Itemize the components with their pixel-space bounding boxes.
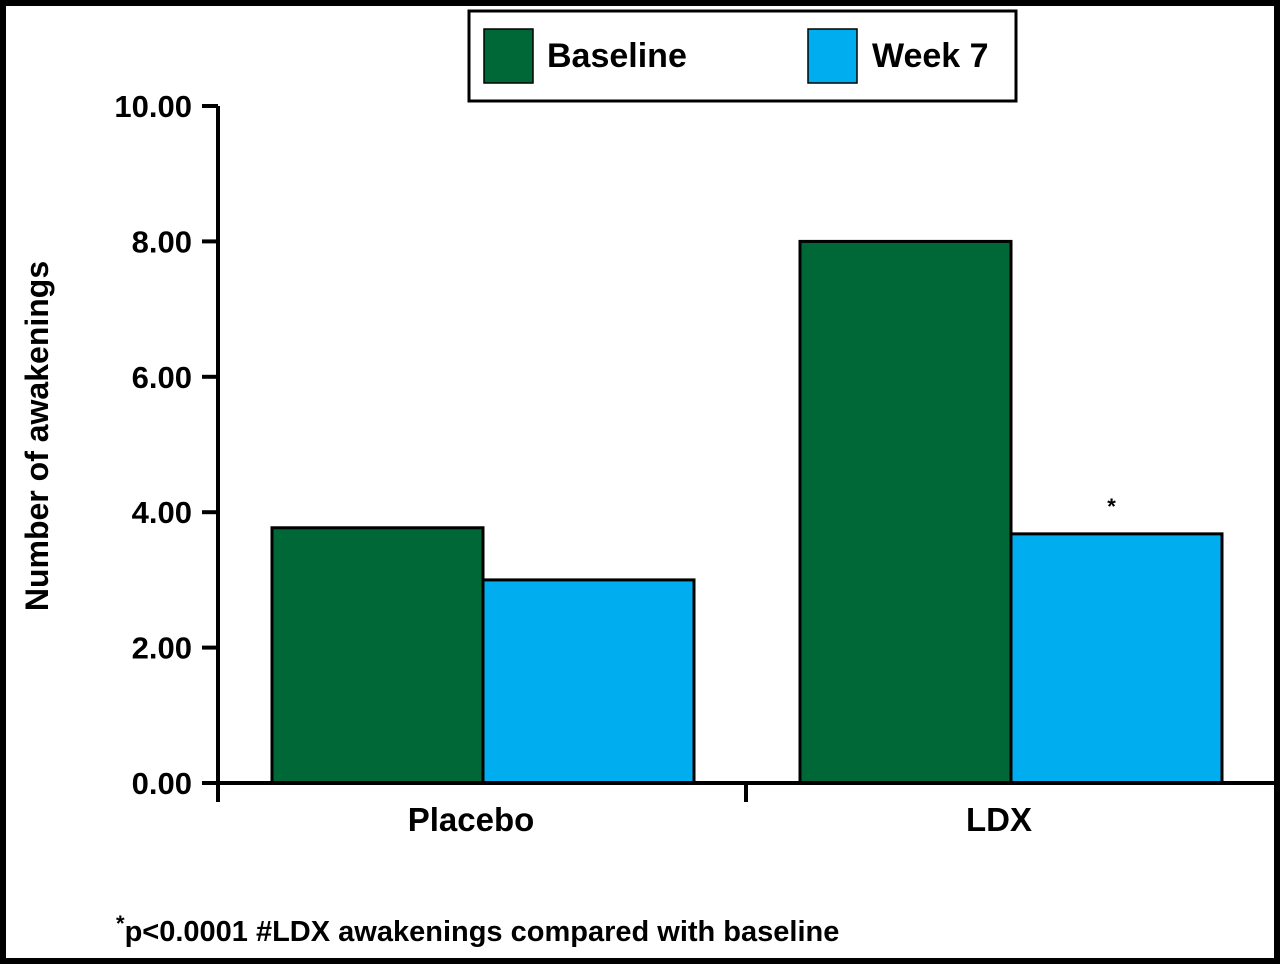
legend-swatch-week-7 bbox=[807, 28, 858, 84]
legend: Baseline Week 7 bbox=[467, 9, 1018, 103]
y-tick-label: 4.00 bbox=[132, 495, 192, 530]
bar-placebo-week-7 bbox=[481, 578, 696, 785]
y-axis: 0.00 2.00 4.00 6.00 8.00 10.00 bbox=[114, 89, 220, 802]
x-tick-label-placebo: Placebo bbox=[408, 801, 535, 838]
chart-frame: Baseline Week 7 Number of awakenings 0.0… bbox=[6, 6, 1274, 958]
footnote: *p<0.0001 #LDX awakenings compared with … bbox=[116, 911, 839, 948]
y-tick-label: 10.00 bbox=[114, 89, 192, 124]
legend-label-baseline: Baseline bbox=[547, 37, 687, 75]
legend-swatch-baseline bbox=[483, 28, 534, 84]
significance-marker: * bbox=[1107, 494, 1116, 519]
y-axis-title: Number of awakenings bbox=[19, 261, 55, 611]
bar-chart: Baseline Week 7 Number of awakenings 0.0… bbox=[19, 9, 1274, 948]
x-tick-label-ldx: LDX bbox=[966, 801, 1032, 838]
bar-ldx-baseline bbox=[798, 239, 1013, 785]
legend-box bbox=[467, 9, 1018, 103]
bar-ldx-week-7 bbox=[1009, 532, 1224, 785]
annotations: * bbox=[1107, 494, 1116, 519]
y-tick-label: 6.00 bbox=[132, 360, 192, 395]
legend-label-week-7: Week 7 bbox=[872, 37, 989, 75]
y-tick-label: 0.00 bbox=[132, 766, 192, 801]
bar-placebo-baseline bbox=[270, 526, 485, 785]
footnote-star: * bbox=[116, 911, 125, 936]
y-tick-label: 2.00 bbox=[132, 631, 192, 666]
x-axis: Placebo LDX bbox=[218, 781, 1274, 838]
footnote-text: p<0.0001 #LDX awakenings compared with b… bbox=[125, 916, 840, 948]
bars bbox=[270, 239, 1224, 785]
y-tick-label: 8.00 bbox=[132, 224, 192, 259]
